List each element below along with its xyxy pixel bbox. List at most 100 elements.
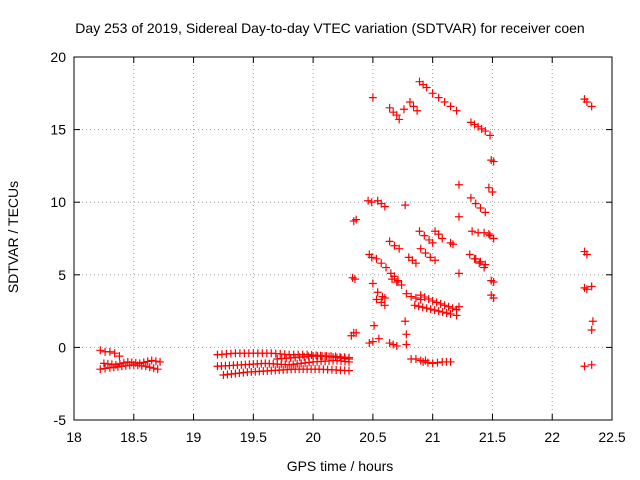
- data-series: [219, 365, 353, 379]
- data-series: [410, 301, 461, 320]
- data-point: [440, 98, 449, 107]
- x-axis-label: GPS time / hours: [287, 458, 394, 474]
- data-point: [424, 295, 433, 303]
- data-point: [582, 250, 591, 259]
- data-point: [395, 244, 404, 253]
- data-point: [436, 299, 445, 308]
- data-point: [364, 196, 373, 205]
- data-series: [415, 77, 461, 115]
- y-tick-label: -5: [54, 412, 67, 428]
- data-point: [410, 301, 419, 310]
- data-point: [135, 359, 144, 368]
- data-point: [147, 356, 156, 365]
- data-point: [402, 340, 411, 349]
- data-point: [448, 240, 457, 249]
- data-point: [454, 269, 463, 278]
- data-point: [444, 302, 453, 311]
- data-point: [352, 328, 361, 337]
- data-point: [471, 199, 480, 208]
- data-series: [587, 325, 596, 334]
- data-point: [420, 293, 429, 302]
- data-point: [350, 275, 359, 284]
- data-point: [141, 362, 150, 371]
- x-tick-label: 18.5: [120, 429, 147, 445]
- data-point: [466, 193, 475, 202]
- data-series: [487, 156, 498, 166]
- data-point: [111, 360, 120, 369]
- data-point: [588, 317, 597, 326]
- data-series: [405, 98, 422, 115]
- data-point: [484, 230, 493, 239]
- data-point: [145, 363, 154, 372]
- data-point: [385, 339, 394, 348]
- data-point: [143, 357, 152, 366]
- y-tick-label: 10: [50, 194, 66, 210]
- data-series: [347, 328, 361, 340]
- data-series: [407, 355, 430, 365]
- data-point: [582, 98, 591, 107]
- data-series: [468, 227, 493, 239]
- data-series: [213, 356, 353, 371]
- data-series: [388, 275, 406, 289]
- data-point: [385, 237, 394, 246]
- data-point: [454, 180, 463, 189]
- y-tick-label: 0: [58, 339, 66, 355]
- data-point: [476, 257, 485, 266]
- data-series: [402, 330, 411, 339]
- data-point: [434, 230, 443, 239]
- data-point: [433, 358, 442, 367]
- data-series: [364, 196, 376, 207]
- data-point: [486, 131, 495, 140]
- x-tick-label: 20.5: [359, 429, 386, 445]
- data-series: [368, 279, 377, 288]
- axis-ticks: 18 18.5 19 19.5 20 20.5 21 21.5 22 22.5 -5 0 5 10 15 20: [50, 49, 625, 445]
- data-point: [402, 330, 411, 339]
- y-tick-label: 20: [50, 49, 66, 65]
- data-point: [416, 291, 425, 300]
- data-point: [344, 366, 353, 375]
- data-point: [418, 303, 427, 312]
- data-series: [580, 247, 591, 259]
- data-point: [411, 355, 420, 364]
- data-point: [101, 364, 110, 373]
- data-series: [416, 291, 461, 314]
- data-point: [389, 340, 398, 349]
- data-point: [390, 241, 399, 250]
- data-point: [365, 339, 374, 348]
- data-series: [402, 340, 411, 349]
- data-point: [414, 302, 423, 311]
- data-point: [380, 202, 389, 211]
- data-point: [115, 359, 124, 368]
- data-point: [489, 278, 498, 287]
- data-series: [374, 334, 383, 343]
- data-point: [489, 157, 498, 166]
- data-point: [96, 365, 105, 374]
- x-tick-label: 21.5: [479, 429, 506, 445]
- data-series: [419, 357, 455, 368]
- data-point: [434, 307, 443, 316]
- data-point: [411, 259, 420, 268]
- data-point: [434, 93, 443, 102]
- x-tick-label: 21: [425, 429, 441, 445]
- data-series: [349, 215, 361, 226]
- data-point: [105, 347, 114, 356]
- data-point: [392, 111, 401, 120]
- data-point: [156, 357, 165, 366]
- data-point: [419, 357, 428, 366]
- data-point: [428, 238, 437, 247]
- data-point: [401, 201, 410, 210]
- data-series: [404, 253, 420, 268]
- data-series: [96, 346, 124, 361]
- data-series: [484, 183, 497, 197]
- data-point: [580, 362, 589, 371]
- data-series: [385, 103, 404, 124]
- data-point: [465, 250, 474, 259]
- data-point: [392, 341, 401, 350]
- data-point: [388, 275, 397, 284]
- data-point: [372, 295, 381, 304]
- data-point: [446, 310, 455, 319]
- data-point: [442, 309, 451, 318]
- data-point: [153, 365, 162, 374]
- data-series: [487, 291, 498, 303]
